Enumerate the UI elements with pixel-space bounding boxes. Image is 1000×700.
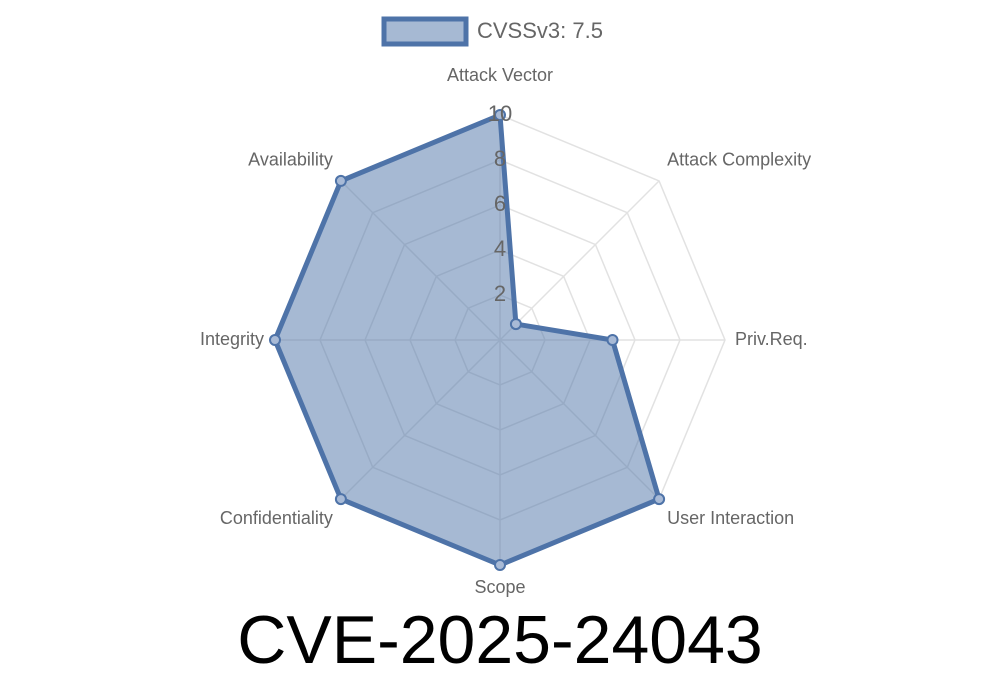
r-tick-label: 10 (488, 101, 512, 126)
data-point (334, 493, 347, 506)
axis-label: Confidentiality (220, 508, 333, 528)
axis-label: Attack Complexity (667, 150, 811, 170)
data-point (494, 559, 506, 571)
r-tick-label: 4 (494, 236, 506, 261)
series-area (272, 112, 662, 568)
axis-label: Scope (474, 577, 525, 597)
data-point (334, 174, 347, 187)
axis-label: User Interaction (667, 508, 794, 528)
r-tick-label: 8 (494, 146, 506, 171)
axis-label: Availability (248, 150, 333, 170)
chart-title: CVE-2025-24043 (237, 602, 762, 678)
data-point (494, 109, 506, 121)
r-tick-label: 6 (494, 191, 506, 216)
r-tick-label: 2 (494, 281, 506, 306)
data-point (653, 493, 666, 506)
data-point (509, 318, 522, 331)
data-point (269, 334, 281, 346)
data-point (606, 334, 619, 346)
axis-label: Attack Vector (447, 65, 553, 85)
axis-label: Priv.Req. (735, 329, 808, 349)
legend-swatch (381, 16, 469, 47)
axis-label: Integrity (200, 329, 264, 349)
spoke (499, 180, 660, 341)
legend-label: CVSSv3: 7.5 (477, 18, 603, 43)
